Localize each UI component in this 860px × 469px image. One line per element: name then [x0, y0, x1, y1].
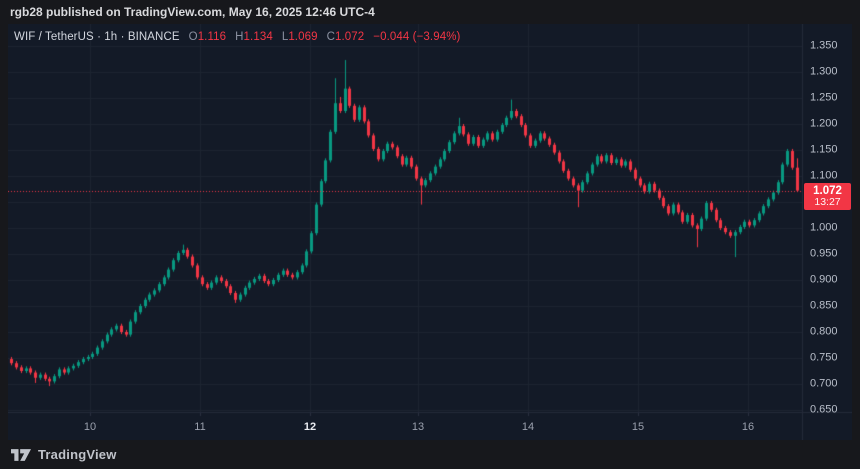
symbol-title: WIF / TetherUS · 1h · BINANCE — [14, 31, 180, 43]
footer-bar: TradingView — [0, 440, 860, 469]
price-axis-label: 1.300 — [810, 65, 838, 78]
last-price-value: 1.072 — [813, 184, 842, 197]
price-axis-label: 0.850 — [810, 299, 838, 312]
time-axis-label: 11 — [194, 421, 206, 433]
ohlc-high: H1.134 — [235, 31, 273, 43]
price-axis-label: 0.900 — [810, 273, 838, 286]
price-axis-label: 0.950 — [810, 247, 838, 260]
chart-panel: WIF / TetherUS · 1h · BINANCE O1.116 H1.13… — [8, 24, 852, 440]
time-axis-label: 13 — [411, 421, 425, 433]
change-value: −0.044 (−3.94%) — [373, 31, 461, 43]
price-axis-label: 0.750 — [810, 351, 838, 364]
time-axis-label: 14 — [521, 421, 535, 433]
time-axis-label: 12 — [303, 421, 317, 433]
time-axis-label: 10 — [83, 421, 97, 433]
time-axis-label: 16 — [741, 421, 755, 433]
time-axis-label: 15 — [631, 421, 645, 433]
ohlc-open: O1.116 — [188, 31, 227, 43]
price-axis-label: 1.150 — [810, 143, 838, 156]
ohlc-close: C1.072 — [326, 31, 365, 43]
attribution-text: rgb28 published on TradingView.com, May … — [10, 5, 375, 19]
price-axis-label: 0.650 — [810, 403, 838, 416]
price-axis-label: 0.800 — [810, 325, 838, 338]
last-price-badge: 1.072 13:27 — [804, 182, 851, 210]
symbol-legend[interactable]: WIF / TetherUS · 1h · BINANCE O1.116 H1.13… — [14, 31, 460, 43]
attribution-bar: rgb28 published on TradingView.com, May … — [0, 0, 860, 24]
bar-countdown: 13:27 — [814, 195, 841, 208]
price-axis-label: 1.200 — [810, 117, 838, 130]
price-axis-label: 1.000 — [810, 221, 838, 234]
chart-canvas[interactable] — [8, 24, 852, 440]
price-axis-label: 1.350 — [810, 39, 838, 52]
tradingview-logo-icon[interactable] — [11, 448, 31, 461]
price-axis-label: 0.700 — [810, 377, 838, 390]
ohlc-low: L1.069 — [281, 31, 318, 43]
price-axis-label: 1.250 — [810, 91, 838, 104]
price-axis-label: 1.100 — [810, 169, 838, 182]
tradingview-brand[interactable]: TradingView — [38, 447, 117, 462]
